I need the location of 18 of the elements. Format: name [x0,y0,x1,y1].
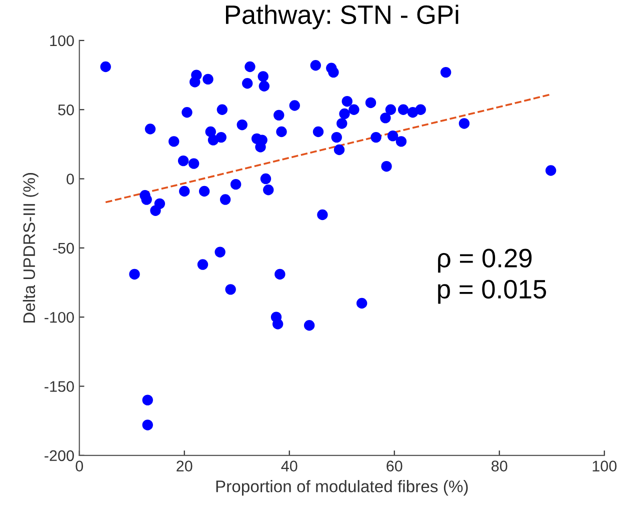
x-tick-label: 0 [76,460,84,472]
annotation: p = 0.015 [438,280,546,304]
y-tick-label: 100 [50,35,74,46]
x-axis-title: Proportion of modulated fibres (%) [216,480,468,496]
x-tick-label: 20 [176,460,192,472]
y-tick-label: 50 [58,104,74,116]
x-tick-label: 60 [386,460,402,472]
y-axis-title: Delta UPDRS-III (%) [22,173,38,323]
x-tick-label: 100 [592,460,617,472]
y-tick-label: -50 [53,242,74,254]
annotation: ρ = 0.29 [438,248,532,273]
x-tick-label: 40 [281,460,298,472]
y-tick-label: -150 [44,381,74,392]
x-tick-label: 80 [492,460,508,472]
y-tick-label: 0 [66,174,74,184]
chart-title: Pathway: STN - GPi [226,4,458,30]
y-tick-label: -100 [44,312,74,323]
y-tick-label: -200 [44,450,74,462]
